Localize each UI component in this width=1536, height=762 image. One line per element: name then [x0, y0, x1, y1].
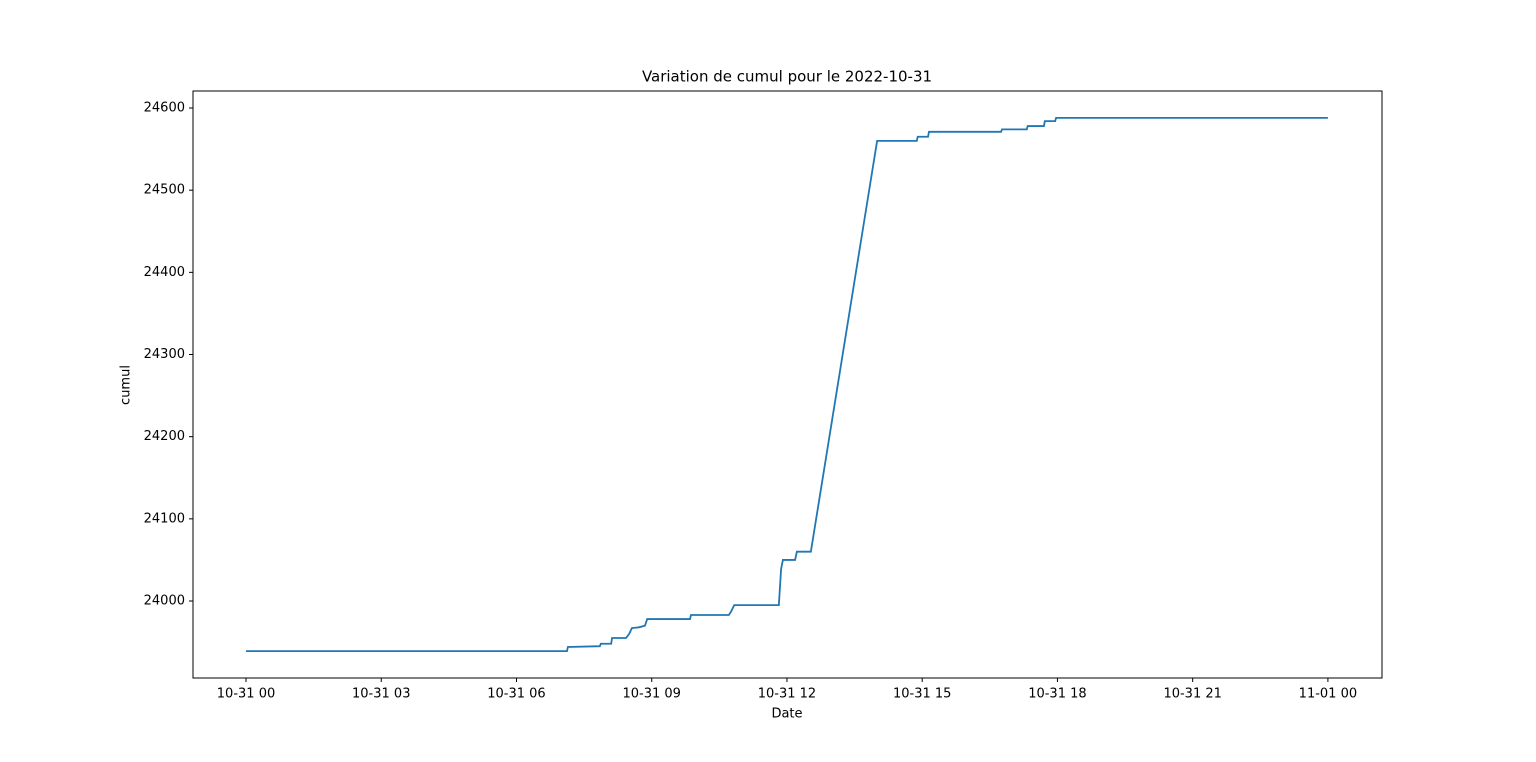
line-series — [246, 116, 1328, 653]
x-axis-label: Date — [771, 707, 802, 722]
x-tick-label: 10-31 18 — [1028, 687, 1086, 702]
x-tick-label: 10-31 00 — [217, 687, 275, 702]
y-tick-label: 24100 — [144, 511, 185, 526]
y-tick-label: 24200 — [144, 429, 185, 444]
x-tick-label: 10-31 06 — [487, 687, 545, 702]
x-tick-label: 10-31 09 — [622, 687, 680, 702]
y-axis-label: cumul — [119, 365, 134, 405]
y-tick-label: 24600 — [144, 101, 185, 116]
chart-title: Variation de cumul pour le 2022-10-31 — [642, 68, 932, 86]
x-tick-label: 10-31 21 — [1163, 687, 1221, 702]
y-tick-label: 24500 — [144, 183, 185, 198]
y-tick-label: 24000 — [144, 594, 185, 609]
x-tick-label: 10-31 12 — [758, 687, 816, 702]
x-tick-label: 10-31 15 — [893, 687, 951, 702]
x-tick-label: 11-01 00 — [1299, 687, 1357, 702]
y-tick-label: 24300 — [144, 347, 185, 362]
y-tick-label: 24400 — [144, 265, 185, 280]
x-tick-label: 10-31 03 — [352, 687, 410, 702]
plot-frame — [192, 90, 1383, 679]
